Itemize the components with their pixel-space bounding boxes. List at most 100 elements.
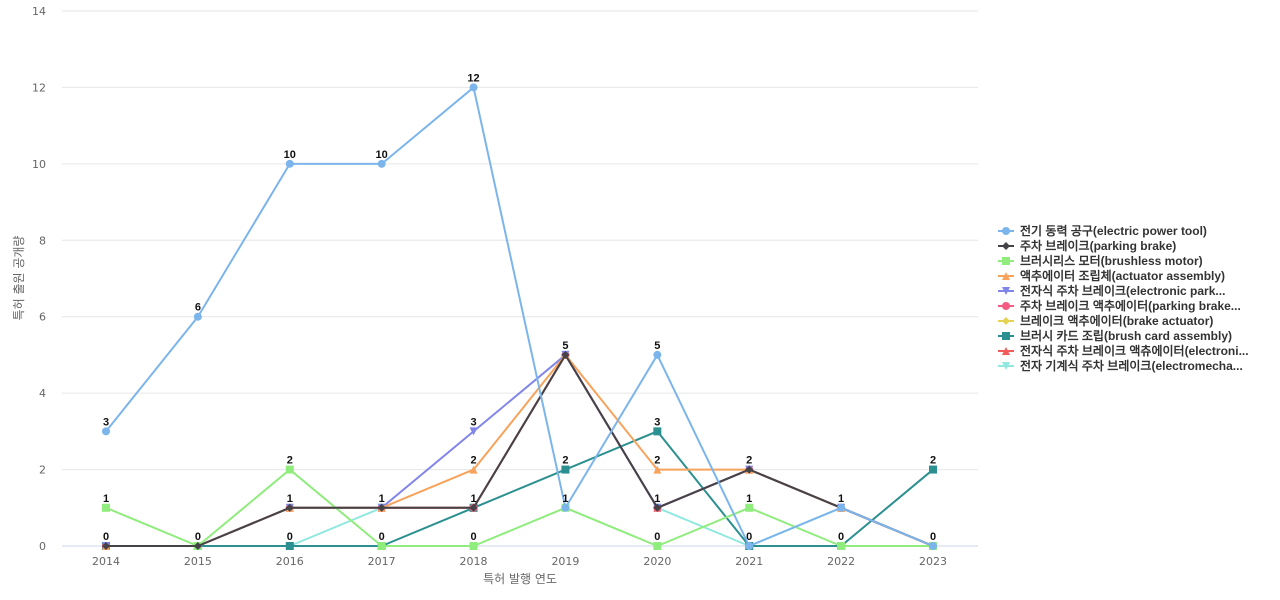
data-label: 1: [379, 493, 385, 505]
series-line: [105, 86, 934, 547]
data-label: 0: [746, 531, 752, 543]
legend-item: 전기 동력 공구(electric power tool): [998, 223, 1207, 238]
data-point: [653, 427, 662, 436]
data-label: 5: [562, 340, 568, 352]
series-layer: [102, 83, 937, 550]
series-8: [102, 427, 937, 550]
data-label: 6: [195, 302, 201, 314]
data-point: [929, 465, 937, 474]
y-tick-label: 6: [39, 311, 46, 324]
legend-marker: [1002, 272, 1010, 280]
series-2: [102, 350, 937, 550]
y-tick-label: 14: [32, 5, 46, 18]
data-label: 1: [746, 493, 752, 505]
data-point: [745, 542, 754, 550]
legend-item: 전자식 주차 브레이크 액츄에이터(electroni...: [998, 343, 1249, 358]
data-label: 2: [287, 455, 293, 467]
data-label: 10: [376, 149, 388, 161]
x-tick-label: 2022: [827, 555, 855, 568]
legend-label: 주차 브레이크 액추에이터(parking brake...: [1020, 298, 1241, 313]
x-tick-label: 2014: [92, 555, 120, 568]
data-label: 3: [470, 416, 476, 428]
legend-marker: [1002, 317, 1010, 325]
data-point: [561, 465, 570, 474]
legend-marker: [1002, 332, 1010, 340]
x-tick-label: 2021: [735, 555, 763, 568]
data-point: [837, 503, 846, 512]
legend-marker: [1002, 302, 1010, 310]
data-label: 0: [195, 531, 201, 543]
data-label: 1: [103, 493, 109, 505]
grid: [62, 10, 978, 471]
legend-label: 전기 동력 공구(electric power tool): [1020, 223, 1207, 238]
x-tick-label: 2015: [184, 555, 212, 568]
legend-item: 브러시 카드 조립(brush card assembly): [998, 328, 1232, 343]
data-label: 1: [287, 493, 293, 505]
legend-marker: [1002, 347, 1010, 355]
y-tick-label: 4: [39, 387, 46, 400]
series-line: [105, 468, 933, 547]
data-label: 1: [470, 493, 476, 505]
x-tick-label: 2019: [551, 555, 579, 568]
y-axis-ticks: 0 2 4 6 8 10 12 14: [32, 5, 46, 553]
data-label: 0: [930, 531, 936, 543]
data-label: 0: [470, 531, 476, 543]
data-point: [653, 503, 662, 512]
y-tick-label: 8: [39, 234, 46, 247]
y-tick-label: 0: [39, 540, 46, 553]
data-point: [469, 503, 478, 512]
data-point: [285, 503, 294, 512]
legend-marker: [1002, 227, 1010, 235]
data-label: 2: [654, 455, 660, 467]
legend-label: 액추에이터 조립체(actuator assembly): [1020, 268, 1225, 283]
legend-item: 전자 기계식 주차 브레이크(electromecha...: [998, 358, 1243, 373]
series-line: [106, 353, 934, 547]
legend-label: 전자 기계식 주차 브레이크(electromecha...: [1020, 358, 1243, 373]
series-3: [102, 465, 937, 550]
legend: 전기 동력 공구(electric power tool)주차 브레이크(par…: [998, 223, 1249, 373]
series-line: [106, 353, 934, 547]
x-tick-label: 2023: [919, 555, 947, 568]
data-label: 3: [103, 416, 109, 428]
x-axis-title: 특허 발행 연도: [483, 571, 557, 586]
legend-item: 주차 브레이크 액추에이터(parking brake...: [998, 298, 1241, 313]
data-point: [561, 350, 570, 359]
y-tick-label: 2: [39, 464, 46, 477]
legend-item: 액추에이터 조립체(actuator assembly): [998, 268, 1225, 283]
data-point: [193, 312, 202, 321]
data-point: [377, 542, 386, 550]
x-tick-label: 2017: [368, 555, 396, 568]
data-label: 10: [284, 149, 296, 161]
data-point: [653, 465, 662, 474]
x-tick-label: 2016: [276, 555, 304, 568]
legend-marker: [1002, 257, 1010, 265]
legend-marker: [1002, 287, 1010, 295]
data-label: 12: [467, 72, 479, 84]
data-label: 2: [562, 455, 568, 467]
legend-item: 전자식 주차 브레이크(electronic park...: [998, 283, 1225, 298]
legend-label: 브레이크 액추에이터(brake actuator): [1020, 313, 1213, 328]
data-point: [377, 159, 386, 168]
series-1: [102, 83, 937, 550]
data-point: [193, 542, 202, 550]
data-point: [285, 159, 294, 168]
legend-label: 브러시 카드 조립(brush card assembly): [1020, 328, 1232, 343]
series-line: [106, 353, 934, 547]
data-point: [285, 542, 294, 550]
series-line: [106, 353, 934, 547]
data-label: 0: [838, 531, 844, 543]
series-line: [106, 353, 934, 547]
y-axis-title: 특허 출원 공개량: [12, 236, 26, 321]
data-label: 0: [103, 531, 109, 543]
series-line: [106, 353, 934, 547]
series-line: [106, 430, 934, 547]
data-point: [653, 542, 662, 550]
y-tick-label: 12: [32, 81, 46, 94]
legend-label: 브러시리스 모터(brushless motor): [1020, 253, 1203, 268]
data-point: [653, 350, 662, 359]
data-label: 3: [654, 416, 660, 428]
data-point: [102, 503, 110, 512]
data-label: 0: [287, 531, 293, 543]
y-tick-label: 10: [32, 158, 46, 171]
